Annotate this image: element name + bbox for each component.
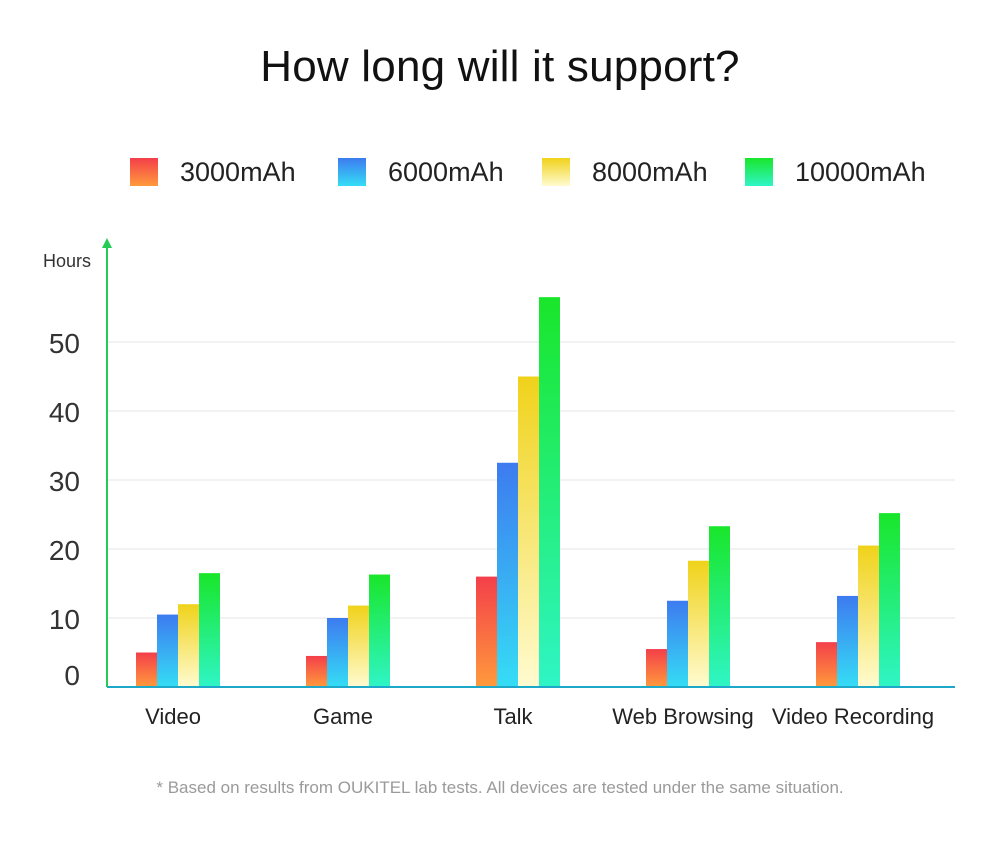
y-tick-label-40: 40 (49, 397, 80, 428)
legend-swatch-10000mah (745, 158, 773, 186)
legend-label-10000mah: 10000mAh (795, 156, 926, 187)
bar-web-browsing-3000mah (646, 649, 667, 687)
legend-swatch-3000mah (130, 158, 158, 186)
bar-video-recording-10000mah (879, 513, 900, 687)
x-tick-label-talk: Talk (493, 704, 533, 729)
bar-talk-10000mah (539, 297, 560, 687)
bar-video-recording-8000mah (858, 545, 879, 687)
x-tick-label-game: Game (313, 704, 373, 729)
x-tick-label-web-browsing: Web Browsing (612, 704, 753, 729)
bar-video-8000mah (178, 604, 199, 687)
legend: 3000mAh 6000mAh 8000mAh 10000mAh (130, 150, 930, 194)
y-axis-arrow-icon (102, 238, 112, 248)
legend-swatch-8000mah (542, 158, 570, 186)
y-axis-label: Hours (43, 251, 91, 271)
bar-game-3000mah (306, 655, 327, 687)
y-tick-label-30: 30 (49, 466, 80, 497)
legend-label-6000mah: 6000mAh (388, 156, 504, 187)
legend-label-8000mah: 8000mAh (592, 156, 708, 187)
bar-video-recording-3000mah (816, 642, 837, 687)
footnote: * Based on results from OUKITEL lab test… (156, 778, 844, 797)
legend-item-3000mah: 3000mAh (130, 150, 296, 194)
legend-swatch-6000mah (338, 158, 366, 186)
bar-web-browsing-6000mah (667, 600, 688, 687)
bar-web-browsing-8000mah (688, 560, 709, 687)
bar-game-10000mah (369, 574, 390, 687)
y-tick-label-10: 10 (49, 604, 80, 635)
axes: 0 10 20 30 40 50 Video Game Talk Web Browsing Vide… (43, 238, 955, 729)
chart-title: How long will it support? (260, 42, 740, 91)
bar-video-recording-6000mah (837, 595, 858, 687)
bar-talk-8000mah (518, 376, 539, 687)
x-tick-label-video: Video (145, 704, 201, 729)
y-tick-label-0: 0 (64, 660, 80, 691)
bar-web-browsing-10000mah (709, 526, 730, 687)
bar-talk-3000mah (476, 576, 497, 687)
x-tick-label-video-recording: Video Recording (772, 704, 934, 729)
legend-item-8000mah: 8000mAh (542, 150, 708, 194)
bar-video-10000mah (199, 573, 220, 687)
legend-item-10000mah: 10000mAh (745, 150, 926, 194)
legend-label-3000mah: 3000mAh (180, 156, 296, 187)
bar-game-6000mah (327, 618, 348, 687)
bar-video-6000mah (157, 614, 178, 687)
bar-video-3000mah (136, 652, 157, 687)
bar-talk-6000mah (497, 462, 518, 687)
bar-game-8000mah (348, 605, 369, 687)
legend-item-6000mah: 6000mAh (338, 150, 504, 194)
y-tick-label-50: 50 (49, 328, 80, 359)
bars (136, 297, 900, 687)
y-tick-label-20: 20 (49, 535, 80, 566)
